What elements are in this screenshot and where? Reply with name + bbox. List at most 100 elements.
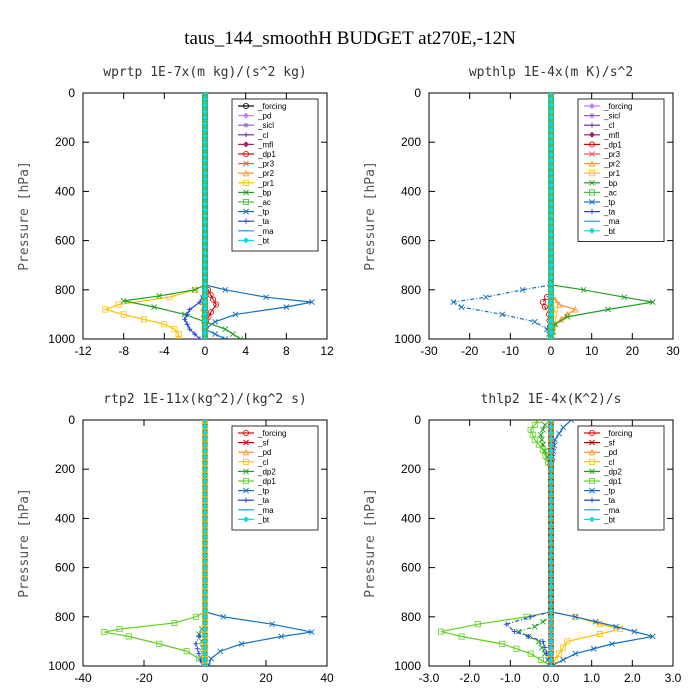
data-point-bt — [547, 460, 555, 467]
legend-label: _tp — [603, 487, 616, 496]
data-point-bt — [201, 613, 209, 620]
data-point-bp — [605, 306, 611, 313]
data-point-bt — [201, 576, 209, 583]
legend-label: _forcing — [603, 429, 632, 438]
data-point-bt — [201, 212, 209, 220]
legend-marker-bt — [242, 516, 250, 523]
y-tick-label: 1000 — [394, 659, 421, 673]
legend-label: _ma — [603, 217, 620, 226]
data-point-bt — [547, 644, 555, 651]
data-point-dp2 — [537, 431, 544, 438]
data-point-dp1 — [156, 640, 163, 647]
legend-marker-ac — [589, 189, 596, 196]
chart-panel-4: thlp2 1E-4x(K^2)/s Pressure [hPa] -3.0 -2.0… — [363, 392, 682, 685]
legend-marker-pr1 — [589, 170, 596, 177]
data-point-bt — [547, 466, 555, 473]
data-point-tp — [458, 304, 465, 310]
legend-label: _ma — [257, 506, 274, 515]
data-point-ta — [187, 306, 193, 313]
legend-marker-dp2 — [589, 468, 595, 475]
y-tick-label: 800 — [401, 610, 421, 624]
data-point-tp — [649, 633, 656, 640]
legend-marker-bp — [243, 189, 249, 196]
data-point-bt — [201, 176, 209, 183]
data-point-bt — [201, 626, 209, 633]
data-point-bt — [201, 601, 209, 608]
legend-box — [577, 98, 665, 242]
data-point-dp1 — [541, 304, 548, 311]
data-point-bt — [547, 441, 555, 448]
data-point-bt — [201, 515, 209, 522]
x-tick-label: 1.0 — [583, 671, 600, 685]
data-point-pr1 — [171, 326, 178, 333]
data-point-ta — [196, 633, 202, 640]
legend-marker-mfl — [588, 131, 596, 138]
y-axis-label: Pressure [hPa] — [363, 488, 378, 598]
chart-panel-2: wpthlp 1E-4x(m K)/s^2 Pressure [hPa] -30 -2… — [363, 65, 680, 358]
y-tick-label: 600 — [55, 561, 75, 575]
data-point-bt — [201, 644, 209, 651]
legend-label: _pd — [257, 112, 271, 121]
data-point-tp — [232, 311, 239, 318]
legend-label: _ma — [603, 506, 620, 515]
series-line-dp1 — [441, 420, 552, 666]
data-point-bt — [201, 256, 209, 263]
data-point-bt — [547, 219, 555, 226]
legend-label: _pr1 — [257, 179, 275, 188]
data-point-pr2 — [555, 301, 563, 308]
data-point-pr1 — [120, 311, 127, 318]
data-point-bt — [201, 496, 209, 503]
data-point-tp — [308, 629, 315, 635]
data-point-bt — [547, 576, 555, 583]
data-point-bt — [547, 521, 555, 528]
data-point-tp — [208, 655, 215, 662]
legend-marker-ta — [243, 497, 249, 503]
legend-label: _pr3 — [257, 160, 275, 169]
data-point-pr1 — [140, 316, 147, 323]
data-point-tp — [278, 633, 285, 640]
y-tick-label: 0 — [414, 86, 421, 100]
data-point-bt — [201, 311, 209, 318]
data-point-bt — [201, 558, 209, 565]
legend-label: _tp — [257, 208, 270, 217]
series-group — [102, 93, 315, 339]
x-tick-label: 10 — [585, 344, 599, 358]
data-point-bt — [547, 299, 555, 306]
y-tick-label: 0 — [68, 413, 75, 427]
legend-marker-cl — [589, 122, 595, 128]
data-point-bt — [547, 194, 555, 201]
data-point-bt — [547, 595, 555, 602]
x-tick-label: -10 — [502, 344, 520, 358]
data-point-bt — [547, 317, 555, 324]
data-point-bt — [201, 182, 209, 189]
data-point-bt — [547, 133, 555, 140]
legend-marker-pr3 — [589, 151, 595, 157]
legend-label: _mfl — [603, 131, 619, 140]
chart-panel-3: rtp2 1E-11x(kg^2)/(kg^2 s) Pressure [hPa]… — [17, 392, 334, 685]
data-point-bt — [547, 589, 555, 596]
data-point-dp1 — [171, 619, 178, 626]
data-point-tp — [531, 318, 538, 325]
legend-label: _bt — [603, 227, 616, 236]
legend-label: _dp1 — [603, 477, 622, 486]
y-tick-label: 200 — [401, 135, 421, 149]
y-tick-label: 400 — [401, 184, 421, 198]
legend-label: _sicl — [257, 121, 274, 130]
data-point-bt — [547, 212, 555, 220]
data-point-bt — [547, 527, 555, 534]
data-point-bt — [201, 157, 209, 164]
x-tick-label: 40 — [320, 671, 334, 685]
y-tick-label: 200 — [55, 462, 75, 476]
y-tick-label: 800 — [55, 610, 75, 624]
legend-marker-cl — [589, 458, 596, 465]
data-point-tp — [590, 645, 597, 652]
x-tick-label: 30 — [666, 344, 680, 358]
data-point-pr1 — [161, 321, 168, 328]
data-point-bt — [201, 503, 209, 510]
y-axis-label: Pressure [hPa] — [363, 161, 378, 271]
data-point-bt — [201, 539, 209, 547]
legend-marker-bt — [588, 516, 596, 523]
data-point-bt — [547, 515, 555, 522]
legend-label: _pr2 — [603, 160, 621, 169]
legend-label: _tp — [603, 198, 616, 207]
